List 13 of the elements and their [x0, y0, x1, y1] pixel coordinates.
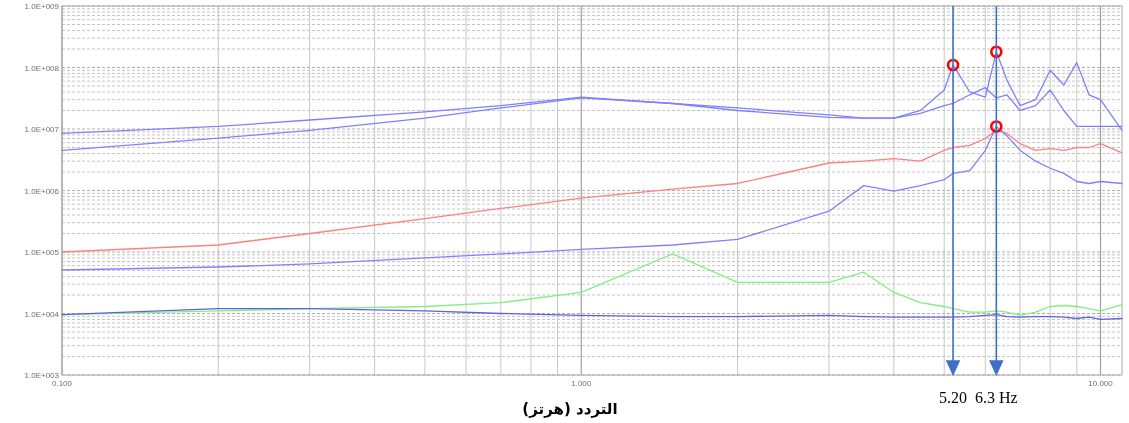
x-tick-label: 10.000	[1088, 379, 1114, 388]
y-tick-label: 1.0E+005	[24, 248, 60, 257]
x-tick-label: 1.000	[571, 379, 592, 388]
y-tick-label: 1.0E+007	[24, 125, 60, 134]
y-tick-label: 1.0E+003	[24, 371, 60, 380]
x-tick-label: 0.100	[51, 379, 73, 388]
y-tick-label: 1.0E+009	[24, 2, 60, 11]
ref-line-label: 5.20	[939, 389, 968, 406]
y-tick-label: 1.0E+008	[24, 63, 60, 73]
y-tick-label: 1.0E+004	[24, 309, 60, 319]
x-axis-title: التردد (هرتز)	[522, 400, 618, 418]
ref-line-label: 6.3 Hz	[974, 389, 1018, 406]
y-tick-label: 1.0E+006	[24, 186, 60, 196]
